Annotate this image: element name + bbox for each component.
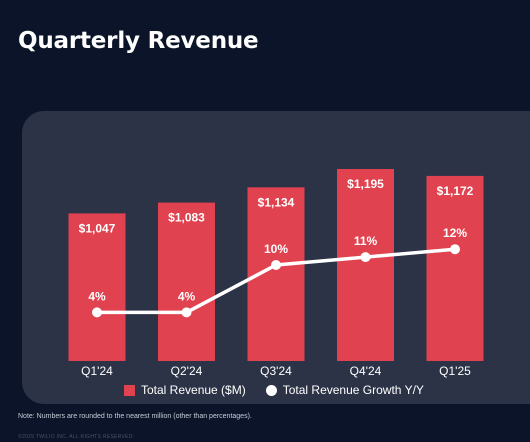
bar-labels-layer: $1,047 $1,083 $1,134 $1,195 $1,172 [79, 177, 474, 235]
copyright: ©2025 TWILIO INC. ALL RIGHTS RESERVED. [18, 434, 135, 440]
bar-value-label: $1,172 [437, 184, 474, 198]
bar-value-label: $1,083 [168, 211, 205, 225]
growth-point [92, 307, 102, 318]
legend-line-swatch [265, 384, 277, 396]
growth-value-label: 11% [354, 234, 378, 248]
growth-value-label: 12% [443, 226, 467, 240]
legend: Total Revenue ($M) Total Revenue Growth … [124, 383, 424, 397]
growth-value-label: 4% [88, 289, 106, 303]
growth-labels-layer: 4% 4% 10% 11% 12% [88, 226, 467, 303]
bar [68, 213, 126, 361]
category-label: Q3'24 [260, 364, 292, 378]
chart-title: Quarterly Revenue [18, 28, 259, 54]
growth-point [271, 260, 281, 270]
category-label: Q1'24 [81, 364, 113, 378]
footnote: Note: Numbers are rounded to the nearest… [18, 413, 252, 420]
growth-point [360, 252, 371, 263]
legend-bar-label: Total Revenue ($M) [141, 383, 246, 397]
growth-point [181, 307, 192, 318]
bar [158, 202, 215, 361]
growth-point [450, 244, 460, 255]
category-label: Q1'25 [439, 364, 471, 378]
bar-value-label: $1,134 [258, 195, 295, 209]
bar-value-label: $1,047 [79, 221, 116, 235]
growth-value-label: 10% [264, 242, 288, 256]
bar [337, 169, 394, 361]
legend-bar-swatch [124, 384, 135, 396]
category-label: Q2'24 [171, 364, 203, 378]
category-label: Q4'24 [350, 364, 382, 378]
growth-line-layer [92, 244, 460, 318]
bar-value-label: $1,195 [347, 177, 384, 191]
legend-line-label: Total Revenue Growth Y/Y [282, 383, 424, 397]
bar [426, 175, 484, 361]
growth-value-label: 4% [178, 289, 196, 303]
category-labels-layer: Q1'24 Q2'24 Q3'24 Q4'24 Q1'25 [81, 364, 471, 378]
